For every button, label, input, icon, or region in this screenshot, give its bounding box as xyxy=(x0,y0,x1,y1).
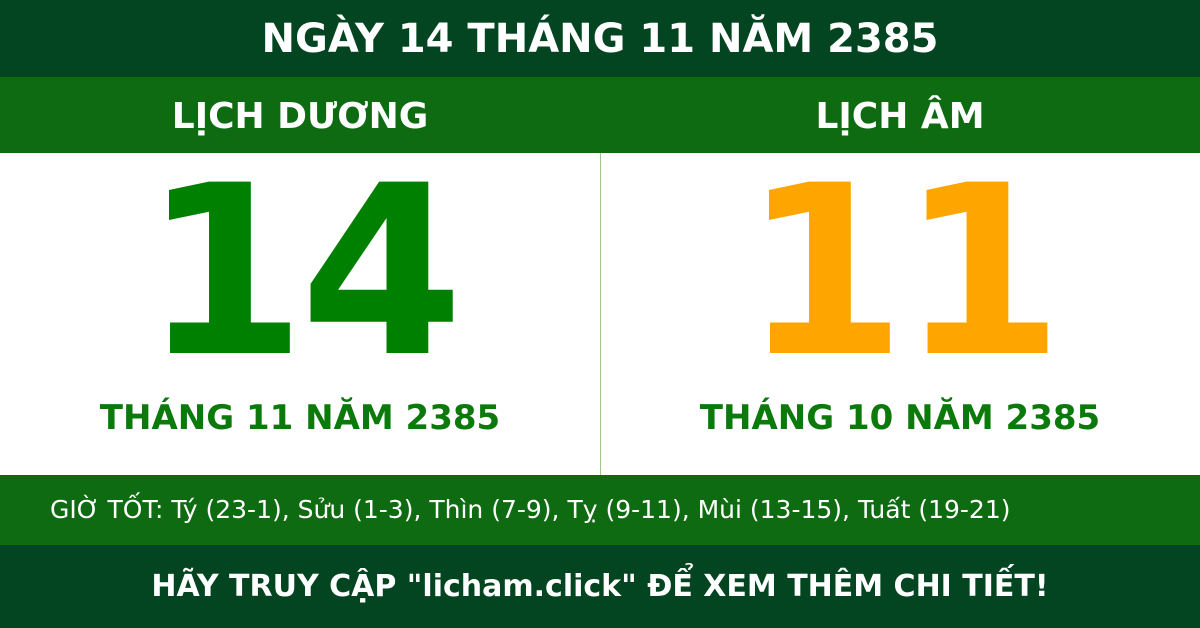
page-title: NGÀY 14 THÁNG 11 NĂM 2385 xyxy=(0,0,1200,77)
column-headers: LỊCH DƯƠNG LỊCH ÂM xyxy=(0,77,1200,153)
solar-column: 14 THÁNG 11 NĂM 2385 xyxy=(0,153,600,475)
column-divider xyxy=(600,153,601,475)
lunar-day: 11 xyxy=(742,136,1063,409)
lunar-month-year: THÁNG 10 NĂM 2385 xyxy=(699,398,1101,438)
solar-day: 14 xyxy=(142,136,463,409)
good-hours: GIỜ TỐT: Tý (23-1), Sửu (1-3), Thìn (7-9… xyxy=(0,475,1200,545)
lunar-column: 11 THÁNG 10 NĂM 2385 xyxy=(600,153,1200,475)
footer-cta: HÃY TRUY CẬP "licham.click" ĐỂ XEM THÊM … xyxy=(0,545,1200,628)
solar-month-year: THÁNG 11 NĂM 2385 xyxy=(99,398,501,438)
solar-label: LỊCH DƯƠNG xyxy=(171,96,429,137)
lunar-label: LỊCH ÂM xyxy=(815,96,985,137)
